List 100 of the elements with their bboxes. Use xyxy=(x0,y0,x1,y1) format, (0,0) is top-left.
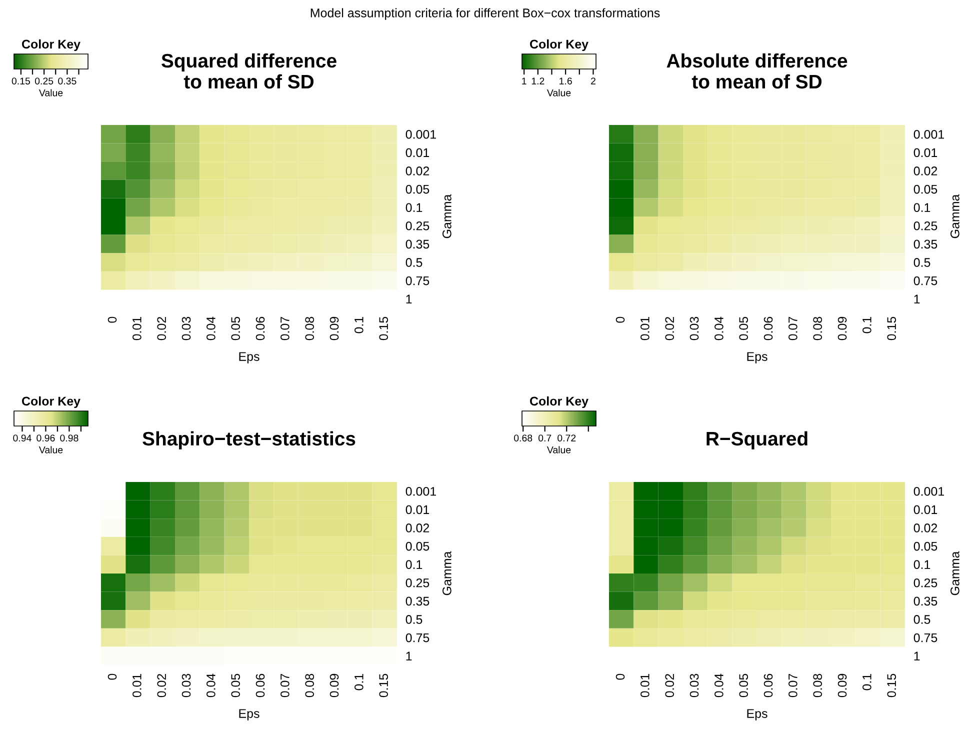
color-bar-title: Value xyxy=(38,89,63,96)
x-tick-label: 0.06 xyxy=(256,316,265,340)
x-tick-label: 0.1 xyxy=(862,316,872,334)
y-tick-label: 0.1 xyxy=(406,203,422,212)
color-bar-label: 0.72 xyxy=(558,434,576,442)
y-tick-label: 0.05 xyxy=(406,542,430,551)
legend-title: Color Key xyxy=(22,396,80,408)
legend-title: Color Key xyxy=(530,39,588,52)
x-tick-label: 0.15 xyxy=(379,316,388,340)
y-axis-title: Gamma xyxy=(950,194,960,238)
x-tick-label: 0.03 xyxy=(690,316,699,340)
x-tick-label: 0.1 xyxy=(354,674,364,690)
y-axis-title: Gamma xyxy=(442,194,452,238)
x-tick-label: 0.03 xyxy=(182,316,191,340)
color-bar-label: 0.96 xyxy=(36,434,55,442)
x-tick-label: 0 xyxy=(108,316,117,323)
y-tick-label: 0.1 xyxy=(914,203,930,212)
x-tick-label: 0.01 xyxy=(132,674,142,698)
y-tick-label: 0.05 xyxy=(914,184,938,194)
x-tick-label: 0 xyxy=(108,674,117,680)
x-tick-label: 0 xyxy=(616,674,625,680)
legend-title: Color Key xyxy=(22,39,80,52)
x-tick-label: 0.05 xyxy=(739,674,748,698)
y-tick-label: 0.001 xyxy=(914,486,944,496)
color-bar-label: 0.35 xyxy=(58,78,76,84)
y-tick-label: 0.75 xyxy=(406,633,430,642)
text: Model assumption criteria for different Box−cox transformations xyxy=(310,8,660,20)
chart-title: Absolute difference to mean of SD xyxy=(666,53,848,89)
x-tick-label: 0.02 xyxy=(665,674,674,698)
y-tick-label: 0.35 xyxy=(914,596,938,606)
x-tick-label: 0.02 xyxy=(157,316,166,340)
y-axis-title: Gamma xyxy=(950,551,960,596)
y-tick-label: 0.25 xyxy=(914,221,938,230)
x-tick-label: 0.01 xyxy=(132,316,142,340)
y-tick-label: 0.05 xyxy=(914,542,938,551)
y-tick-label: 1 xyxy=(914,652,920,660)
chart-title: R−Squared xyxy=(706,431,808,450)
y-tick-label: 0.25 xyxy=(406,221,430,230)
x-tick-label: 0.04 xyxy=(206,674,216,698)
color-bar-label: 0.68 xyxy=(514,434,532,442)
y-tick-label: 0.02 xyxy=(406,166,430,176)
y-tick-label: 0.25 xyxy=(406,578,430,588)
x-tick-label: 0.08 xyxy=(305,316,314,340)
color-bar-title: Value xyxy=(38,446,63,454)
color-bar-label: 1.6 xyxy=(560,78,572,84)
color-bar-label: 1.2 xyxy=(532,78,544,84)
color-bar-label: 1 xyxy=(522,78,526,84)
y-tick-label: 0.35 xyxy=(914,240,938,249)
x-tick-label: 0.07 xyxy=(280,316,290,340)
y-tick-label: 0.01 xyxy=(406,505,430,514)
y-tick-label: 0.35 xyxy=(406,596,430,606)
x-tick-label: 0.04 xyxy=(206,316,216,340)
x-tick-label: 0.07 xyxy=(788,674,798,698)
color-bar-label: 0.25 xyxy=(34,78,54,84)
x-tick-label: 0.01 xyxy=(640,674,650,698)
x-tick-label: 0.06 xyxy=(764,316,773,340)
x-tick-label: 0.08 xyxy=(813,674,822,698)
x-tick-label: 0.03 xyxy=(182,674,191,698)
y-tick-label: 0.001 xyxy=(406,486,436,496)
x-tick-label: 0.03 xyxy=(690,674,699,698)
y-tick-label: 0.1 xyxy=(406,560,422,569)
x-tick-label: 0.08 xyxy=(813,316,822,340)
x-tick-label: 0.15 xyxy=(887,316,896,340)
x-tick-label: 0.15 xyxy=(379,674,388,698)
y-tick-label: 1 xyxy=(914,294,920,304)
color-bar-label: 0.15 xyxy=(12,78,30,84)
color-bar-label: 2 xyxy=(591,78,596,84)
x-tick-label: 0.01 xyxy=(640,316,650,340)
y-tick-label: 0.05 xyxy=(406,184,430,194)
y-tick-label: 0.02 xyxy=(914,524,938,532)
color-bar-title: Value xyxy=(546,89,571,96)
y-tick-label: 0.5 xyxy=(406,258,422,267)
x-tick-label: 0.02 xyxy=(157,674,166,698)
x-axis-title: Eps xyxy=(239,352,260,364)
x-tick-label: 0.09 xyxy=(330,316,339,340)
y-tick-label: 0.01 xyxy=(914,148,938,158)
y-tick-label: 1 xyxy=(406,652,412,660)
y-tick-label: 0.5 xyxy=(406,615,422,624)
x-tick-label: 0.15 xyxy=(887,674,896,698)
x-tick-label: 0.06 xyxy=(764,674,773,698)
y-tick-label: 0.001 xyxy=(914,130,944,139)
x-tick-label: 0.02 xyxy=(665,316,674,340)
x-tick-label: 0 xyxy=(616,316,625,323)
chart-title: Shapiro−test−statistics xyxy=(142,431,356,450)
x-tick-label: 0.07 xyxy=(788,316,798,340)
x-axis-title: Eps xyxy=(747,352,768,364)
y-tick-label: 0.001 xyxy=(406,130,436,139)
x-tick-label: 0.06 xyxy=(256,674,265,698)
x-tick-label: 0.08 xyxy=(305,674,314,698)
y-tick-label: 0.75 xyxy=(914,276,938,286)
x-tick-label: 0.05 xyxy=(739,316,748,340)
x-tick-label: 0.05 xyxy=(231,674,240,698)
chart-title: Squared difference to mean of SD xyxy=(162,53,336,89)
y-tick-label: 0.02 xyxy=(914,166,938,176)
x-tick-label: 0.04 xyxy=(714,316,724,340)
x-tick-label: 0.09 xyxy=(838,316,847,340)
legend-title: Color Key xyxy=(530,396,588,408)
y-tick-label: 0.35 xyxy=(406,240,430,249)
y-tick-label: 0.5 xyxy=(914,258,930,267)
x-tick-label: 0.1 xyxy=(354,316,364,334)
